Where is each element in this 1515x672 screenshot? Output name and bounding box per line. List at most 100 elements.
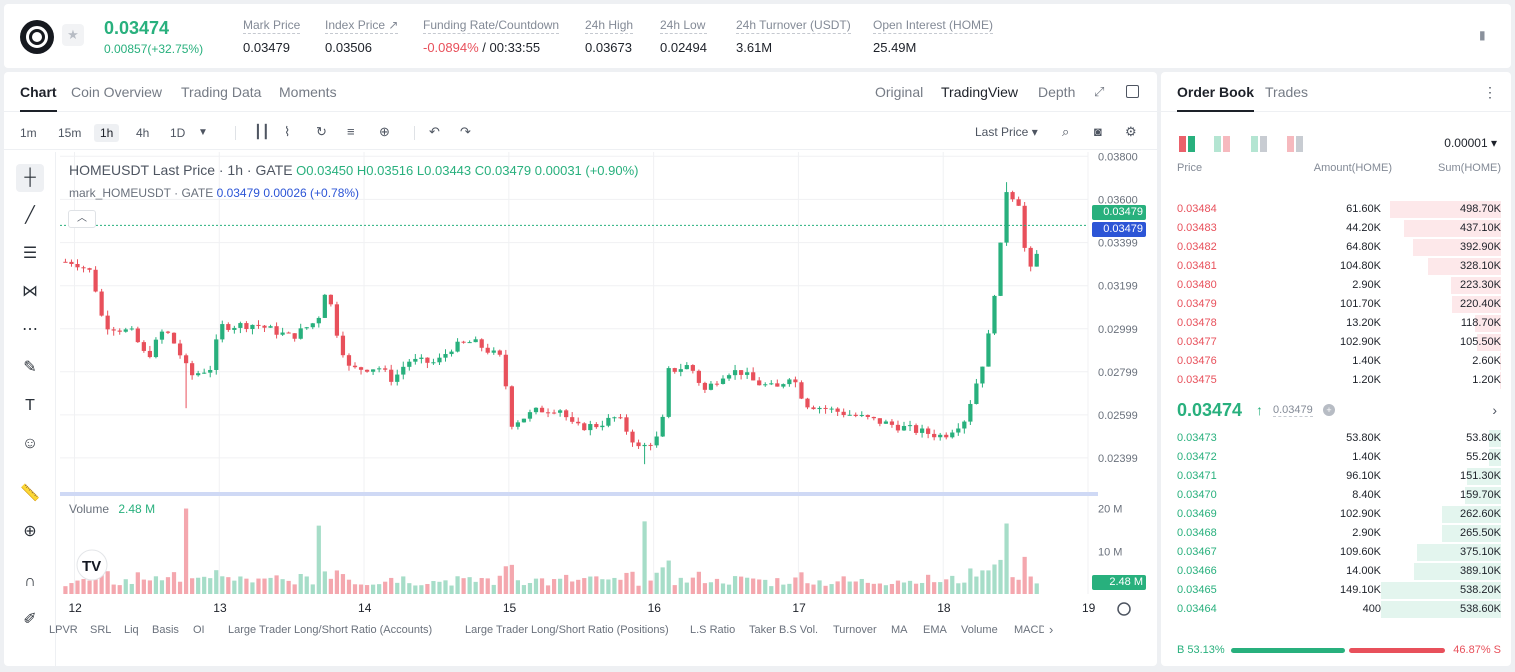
settings-gear-icon[interactable]: ⚙: [1125, 124, 1137, 139]
candlestick-chart[interactable]: 0.03800 0.03600 0.03399 0.03199 0.02999 0.027…: [4, 72, 1157, 666]
timeframe-1h[interactable]: 1h: [94, 124, 120, 142]
tab-trades[interactable]: Trades: [1265, 84, 1309, 100]
indicator-basis[interactable]: Basis: [152, 624, 179, 636]
indicator-liq[interactable]: Liq: [124, 624, 139, 636]
view-asks-icon[interactable]: [1287, 136, 1303, 152]
expand-icon[interactable]: ⤢: [1094, 84, 1105, 99]
volume-bar: [250, 582, 255, 594]
add-indicator-icon[interactable]: ⊕: [379, 124, 390, 139]
favorite-star-icon[interactable]: ★: [62, 24, 84, 46]
timeframe-15m[interactable]: 15m: [58, 126, 82, 140]
ask-row[interactable]: 0.03480 2.90K 223.30K: [1161, 276, 1511, 295]
trendline-icon[interactable]: ╱: [25, 207, 35, 224]
indicator-macd[interactable]: MACD: [1014, 624, 1044, 636]
stat-funding-rate[interactable]: Funding Rate/Countdown -0.0894% / 00:33:…: [423, 18, 560, 55]
text-icon[interactable]: T: [25, 397, 35, 414]
ask-row[interactable]: 0.03478 13.20K 118.70K: [1161, 314, 1511, 333]
chevron-right-icon[interactable]: ›: [1492, 402, 1497, 418]
bid-row[interactable]: 0.03468 2.90K 265.50K: [1161, 524, 1511, 543]
bid-row[interactable]: 0.03467 109.60K 375.10K: [1161, 543, 1511, 562]
ask-row[interactable]: 0.03483 44.20K 437.10K: [1161, 219, 1511, 238]
ask-row[interactable]: 0.03475 1.20K 1.20K: [1161, 371, 1511, 390]
fib-icon[interactable]: ⋯: [22, 321, 38, 338]
indicator-lpvr[interactable]: LPVR: [49, 624, 78, 636]
stat-24h-turnover[interactable]: 24h Turnover (USDT) 3.61M: [736, 18, 851, 55]
ask-row[interactable]: 0.03476 1.40K 2.60K: [1161, 352, 1511, 371]
ask-row[interactable]: 0.03481 104.80K 328.10K: [1161, 257, 1511, 276]
crosshair-icon[interactable]: ┼: [16, 164, 44, 192]
stat-24h-high[interactable]: 24h High 0.03673: [585, 18, 634, 55]
tab-trading-data[interactable]: Trading Data: [181, 84, 262, 100]
ask-row[interactable]: 0.03484 61.60K 498.70K: [1161, 200, 1511, 219]
brush-icon[interactable]: ✎: [23, 359, 37, 376]
view-bids-icon[interactable]: [1251, 136, 1267, 152]
indicator-turnover[interactable]: Turnover: [833, 624, 877, 636]
bid-row[interactable]: 0.03471 96.10K 151.30K: [1161, 467, 1511, 486]
indicator-oi[interactable]: OI: [193, 624, 205, 636]
zoom-in-icon[interactable]: ⊕: [23, 523, 37, 540]
tab-order-book[interactable]: Order Book: [1177, 84, 1255, 112]
indicators-icon[interactable]: ⌇: [284, 124, 291, 139]
pattern-icon[interactable]: ⋈: [22, 283, 38, 300]
view-both-icon[interactable]: [1179, 136, 1195, 152]
bid-row[interactable]: 0.03473 53.80K 53.80K: [1161, 429, 1511, 448]
precision-dropdown[interactable]: 0.00001 ▾: [1444, 136, 1497, 150]
legend-collapse-button[interactable]: ︿: [68, 210, 96, 228]
sell-ratio: 46.87% S: [1453, 644, 1501, 656]
indicator-ema[interactable]: EMA: [923, 624, 947, 636]
ruler-icon[interactable]: 📏: [20, 485, 40, 502]
tab-moments[interactable]: Moments: [279, 84, 337, 100]
indicator-trader-positions[interactable]: Large Trader Long/Short Ratio (Positions…: [465, 624, 669, 636]
bid-row[interactable]: 0.03466 14.00K 389.10K: [1161, 562, 1511, 581]
stat-open-interest[interactable]: Open Interest (HOME) 25.49M: [873, 18, 994, 55]
candle-body: [720, 378, 726, 384]
bid-row[interactable]: 0.03472 1.40K 55.20K: [1161, 448, 1511, 467]
magnet-icon[interactable]: ∩: [24, 573, 36, 590]
bid-row[interactable]: 0.03470 8.40K 159.70K: [1161, 486, 1511, 505]
price-type-dropdown[interactable]: Last Price ▾: [975, 125, 1038, 139]
timeframe-4h[interactable]: 4h: [136, 126, 150, 140]
indicator-volume[interactable]: Volume: [961, 624, 998, 636]
tab-coin-overview[interactable]: Coin Overview: [71, 84, 163, 100]
volume-bar: [352, 584, 358, 594]
more-options-icon[interactable]: ⋮: [1483, 84, 1497, 100]
indicator-scroll-right-icon[interactable]: ›: [1049, 622, 1054, 637]
candle-type-icon[interactable]: ┃┃: [254, 124, 270, 139]
indicator-srl[interactable]: SRL: [90, 624, 112, 636]
undo-icon[interactable]: ↶: [429, 124, 440, 139]
indicator-taker-vol[interactable]: Taker B.S Vol.: [749, 624, 819, 636]
camera-icon[interactable]: ◙: [1094, 124, 1102, 139]
horizontal-lines-icon[interactable]: ☰: [22, 245, 38, 262]
emoji-icon[interactable]: ☺: [21, 435, 39, 452]
ask-row[interactable]: 0.03482 64.80K 392.90K: [1161, 238, 1511, 257]
tab-tradingview[interactable]: TradingView: [941, 84, 1019, 100]
tab-chart[interactable]: Chart: [20, 84, 57, 112]
pencil-lock-icon[interactable]: ✐: [23, 611, 37, 628]
stat-index-price[interactable]: Index Price ↗ 0.03506: [325, 18, 399, 55]
ask-row[interactable]: 0.03477 102.90K 105.50K: [1161, 333, 1511, 352]
tab-original[interactable]: Original: [875, 84, 924, 100]
indicator-trader-accounts[interactable]: Large Trader Long/Short Ratio (Accounts): [228, 624, 433, 636]
view-both-alt-icon[interactable]: [1214, 136, 1230, 152]
tab-depth[interactable]: Depth: [1038, 84, 1076, 100]
coin-logo-icon: [20, 20, 54, 54]
timeframe-1d[interactable]: 1D: [170, 126, 186, 140]
indicator-ls-ratio[interactable]: L.S Ratio: [690, 624, 736, 636]
search-icon[interactable]: ⌕: [1062, 124, 1070, 139]
fullscreen-icon[interactable]: [1126, 85, 1139, 98]
refresh-icon[interactable]: ↻: [316, 124, 327, 139]
bid-row[interactable]: 0.03464 400 538.60K: [1161, 600, 1511, 619]
timeframe-dropdown-icon[interactable]: ▼: [198, 127, 208, 138]
book-icon[interactable]: ▮: [1479, 28, 1486, 42]
candle-body: [455, 341, 460, 352]
stat-24h-low[interactable]: 24h Low 0.02494: [660, 18, 707, 55]
templates-icon[interactable]: ≡: [347, 124, 355, 139]
redo-icon[interactable]: ↷: [460, 124, 471, 139]
bid-row[interactable]: 0.03465 149.10K 538.20K: [1161, 581, 1511, 600]
timeframe-1m[interactable]: 1m: [20, 126, 37, 140]
stat-mark-price[interactable]: Mark Price 0.03479: [243, 18, 301, 55]
bid-row[interactable]: 0.03469 102.90K 262.60K: [1161, 505, 1511, 524]
indicator-ma[interactable]: MA: [891, 624, 908, 636]
ask-row[interactable]: 0.03479 101.70K 220.40K: [1161, 295, 1511, 314]
candle-body: [401, 366, 406, 375]
